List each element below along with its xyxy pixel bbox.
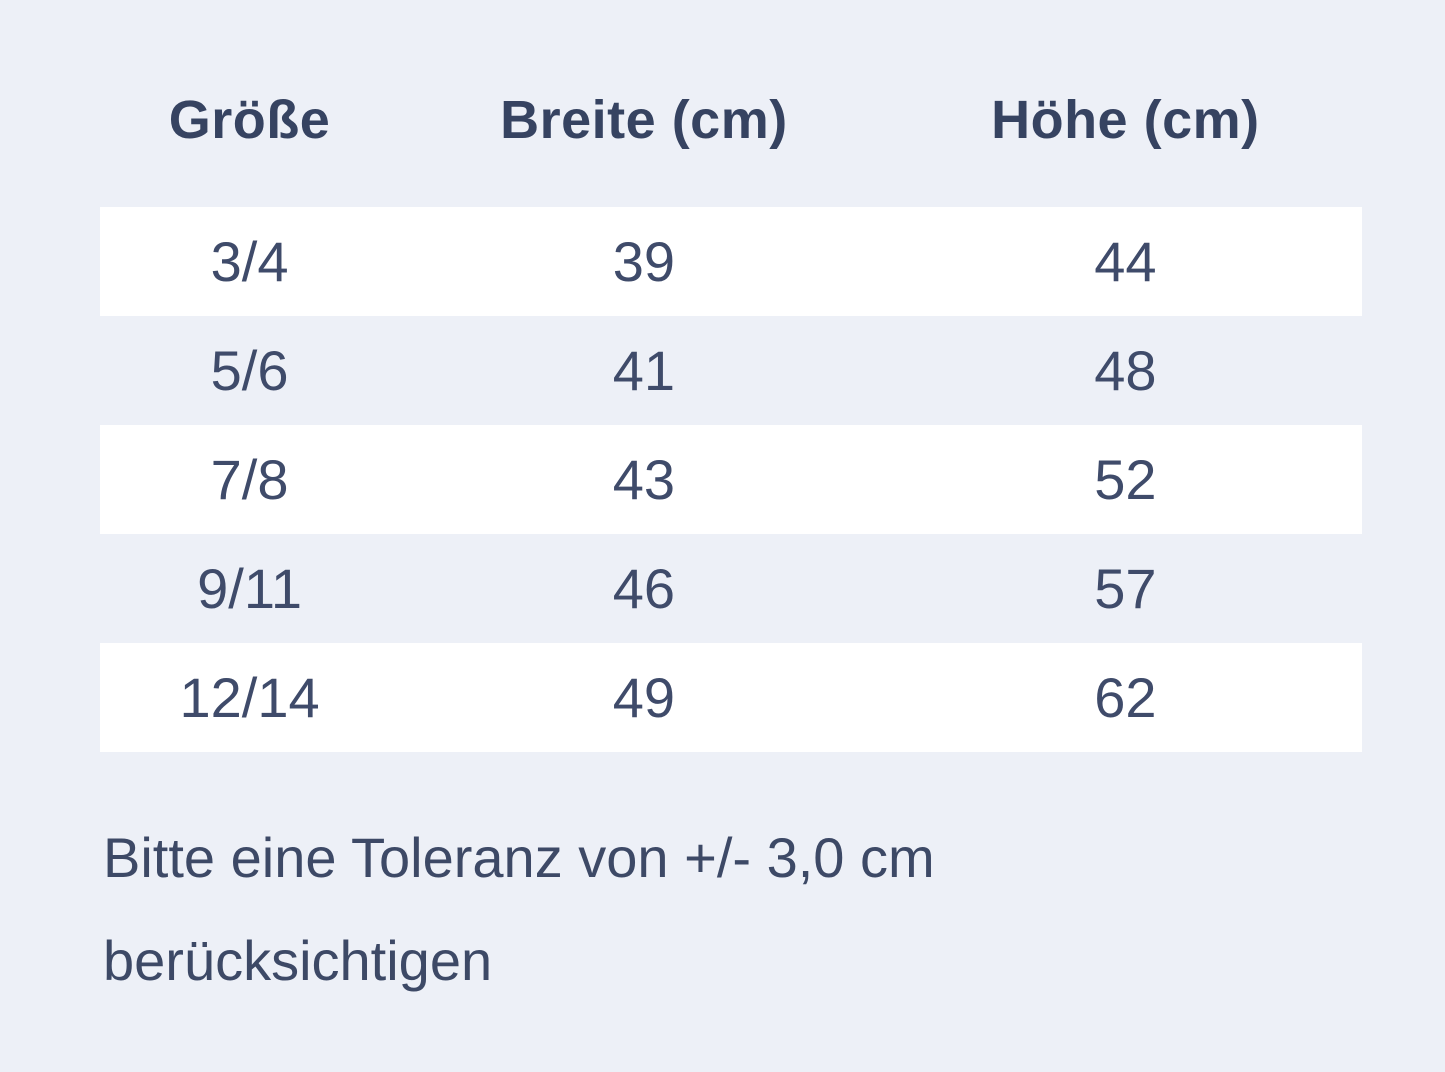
tolerance-note-line-1: Bitte eine Toleranz von +/- 3,0 cm	[103, 826, 935, 889]
size-chart-body: 3/4 39 44 5/6 41 48 7/8 43 52 9/11 46 57…	[100, 207, 1362, 752]
column-header-hoehe: Höhe (cm)	[991, 90, 1260, 150]
cell-breite: 43	[612, 448, 676, 511]
cell-groesse: 12/14	[179, 666, 320, 729]
cell-hoehe: 62	[1094, 666, 1157, 729]
cell-hoehe: 44	[1094, 230, 1157, 293]
tolerance-note: Bitte eine Toleranz von +/- 3,0 cm berüc…	[103, 824, 1303, 1030]
tolerance-note-line-2: berücksichtigen	[103, 929, 493, 992]
column-header-groesse: Größe	[168, 90, 331, 150]
cell-breite: 41	[612, 339, 676, 402]
cell-groesse: 9/11	[197, 557, 302, 620]
cell-breite: 49	[612, 666, 676, 729]
table-row: 5/6 41 48	[100, 316, 1362, 425]
table-row: 12/14 49 62	[100, 643, 1362, 752]
cell-hoehe: 57	[1094, 557, 1157, 620]
table-row: 3/4 39 44	[100, 207, 1362, 316]
cell-breite: 39	[612, 230, 676, 293]
cell-groesse: 5/6	[210, 339, 289, 402]
cell-groesse: 3/4	[210, 230, 289, 293]
column-header-breite: Breite (cm)	[500, 90, 788, 150]
table-row: 9/11 46 57	[100, 534, 1362, 643]
size-chart-header-row: Größe Breite (cm) Höhe (cm)	[100, 70, 1362, 170]
table-row: 7/8 43 52	[100, 425, 1362, 534]
cell-groesse: 7/8	[210, 448, 289, 511]
cell-breite: 46	[612, 557, 676, 620]
cell-hoehe: 52	[1094, 448, 1157, 511]
cell-hoehe: 48	[1094, 339, 1157, 402]
